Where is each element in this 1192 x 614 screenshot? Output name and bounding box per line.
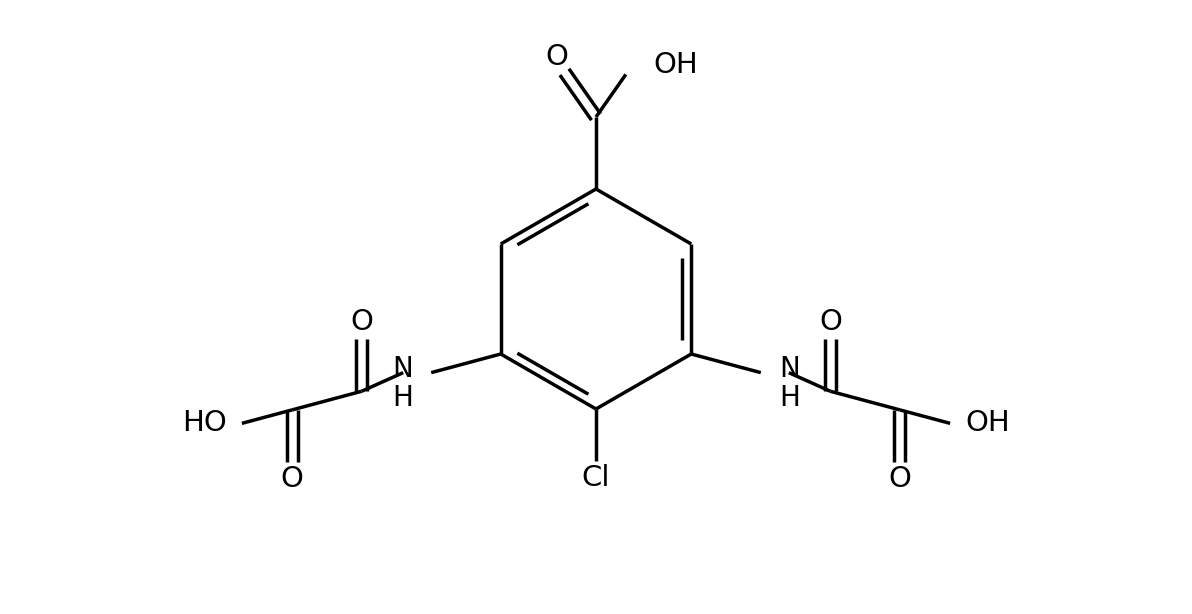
Text: HO: HO [182, 410, 226, 437]
Text: N: N [778, 355, 800, 383]
Text: H: H [778, 384, 800, 411]
Text: O: O [888, 465, 912, 493]
Text: O: O [545, 43, 567, 71]
Text: O: O [280, 465, 304, 493]
Text: O: O [350, 308, 373, 336]
Text: O: O [819, 308, 842, 336]
Text: OH: OH [654, 52, 699, 79]
Text: H: H [392, 384, 414, 411]
Text: Cl: Cl [582, 464, 610, 492]
Text: N: N [392, 355, 414, 383]
Text: OH: OH [966, 410, 1010, 437]
